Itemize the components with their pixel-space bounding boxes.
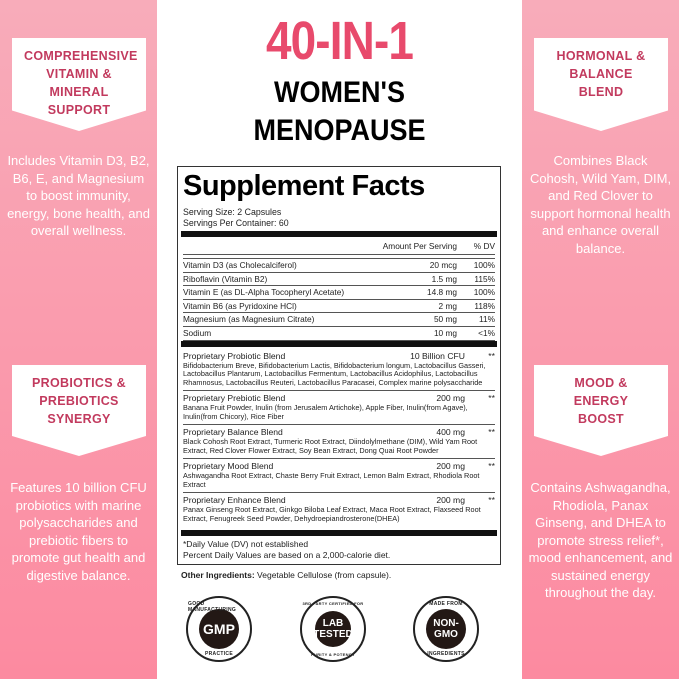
panel-text: Contains Ashwagandha, Rhodiola, Panax Gi… <box>528 480 673 600</box>
column-headers: Amount Per Serving % DV <box>183 239 495 255</box>
facts-heading: Supplement Facts <box>183 170 425 202</box>
blend-dv: ** <box>488 393 495 404</box>
panel-text: Includes Vitamin D3, B2, B6, E, and Magn… <box>7 153 150 238</box>
nutrient-row: Magnesium (as Magnesium Citrate) 50 mg 11% <box>183 313 495 327</box>
blend-name: Proprietary Mood Blend <box>183 461 274 472</box>
blend-ingredients: Banana Fruit Powder, Inulin (from Jerusa… <box>183 403 468 421</box>
blend-name: Proprietary Prebiotic Blend <box>183 393 286 404</box>
nutrient-name: Vitamin B6 (as Pyridoxine HCl) <box>183 300 297 311</box>
nutrient-name: Riboflavin (Vitamin B2) <box>183 273 268 284</box>
blend-amount: 400 mg <box>436 427 465 438</box>
seal-ring-text: INGREDIENTS <box>427 651 465 657</box>
nutrient-name: Magnesium (as Magnesium Citrate) <box>183 314 315 325</box>
blend-amount: 10 Billion CFU <box>410 350 465 361</box>
nutrient-dv: 100% <box>473 260 495 270</box>
gmp-seal: GOOD MANUFACTURING GMP PRACTICE <box>186 596 252 662</box>
nutrient-dv: 115% <box>474 273 495 284</box>
blend-amount: 200 mg <box>436 495 465 506</box>
col-dv: % DV <box>473 241 495 251</box>
other-ingredients: Other Ingredients: Vegetable Cellulose (… <box>181 570 391 580</box>
nutrient-row: Sodium 10 mg <1% <box>183 327 495 341</box>
seal-center: GMP <box>199 609 239 649</box>
right-panel: HORMONAL & BALANCE BLEND Combines Black … <box>522 0 679 679</box>
serving-size: Serving Size: 2 Capsules <box>183 207 282 217</box>
badge-hormonal: HORMONAL & BALANCE BLEND <box>534 38 668 131</box>
nutrient-amount: 50 mg <box>433 314 457 325</box>
nutrient-amount: 1.5 mg <box>431 273 457 284</box>
nutrient-row: Vitamin B6 (as Pyridoxine HCl) 2 mg 118% <box>183 300 495 314</box>
badge-heading: HORMONAL & BALANCE BLEND <box>556 49 646 99</box>
nutrient-amount: 2 mg <box>438 300 457 311</box>
blend-name: Proprietary Enhance Blend <box>183 495 286 506</box>
blend-amount: 200 mg <box>436 461 465 472</box>
nutrient-name: Vitamin E (as DL-Alpha Tocopheryl Acetat… <box>183 287 345 298</box>
badge-probiotics: PROBIOTICS & PREBIOTICS SYNERGY <box>12 365 146 456</box>
seal-ring-text: MADE FROM <box>429 601 463 607</box>
nutrient-dv: 118% <box>474 300 495 311</box>
blend-row: Proprietary Balance Blend 400 mg ** Black C… <box>183 425 495 460</box>
blend-ingredients: Black Cohosh Root Extract, Turmeric Root… <box>183 437 478 455</box>
seal-ring-text: GOOD MANUFACTURING <box>188 601 237 613</box>
blend-row: Proprietary Enhance Blend 200 mg ** Panax G… <box>183 493 495 526</box>
blend-dv: ** <box>488 495 495 506</box>
left-panel: COMPREHENSIVE VITAMIN & MINERAL SUPPORT … <box>0 0 157 679</box>
blend-dv: ** <box>488 350 495 361</box>
nutrient-name: Vitamin D3 (as Cholecalciferol) <box>183 260 297 270</box>
blend-name: Proprietary Probiotic Blend <box>183 350 286 361</box>
blend-ingredients: Panax Ginseng Root Extract, Ginkgo Bilob… <box>183 505 481 523</box>
nutrient-dv: 11% <box>479 314 495 325</box>
nutrient-name: Sodium <box>183 327 212 338</box>
nutrient-row: Riboflavin (Vitamin B2) 1.5 mg 115% <box>183 273 495 287</box>
divider <box>181 340 497 347</box>
badge-heading: COMPREHENSIVE VITAMIN & MINERAL SUPPORT <box>24 49 138 117</box>
blend-row: Proprietary Probiotic Blend 10 Billion CF… <box>183 349 495 392</box>
seal-ring-text: 3RD PARTY CERTIFIED FOR <box>302 601 364 606</box>
badge-heading: PROBIOTICS & PREBIOTICS SYNERGY <box>32 376 126 426</box>
non-gmo-seal: MADE FROM NON-GMO INGREDIENTS <box>413 596 479 662</box>
other-label: Other Ingredients: <box>181 570 255 580</box>
seal-ring-text: PRACTICE <box>205 651 233 657</box>
seal-center: LAB TESTED <box>313 611 353 647</box>
blend-ingredients: Ashwagandha Root Extract, Chaste Berry F… <box>183 471 480 489</box>
blend-dv: ** <box>488 427 495 438</box>
badge-mood-energy: MOOD & ENERGY BOOST <box>534 365 668 456</box>
nutrient-amount: 20 mcg <box>429 260 457 270</box>
footnote-dv: *Daily Value (DV) not established <box>183 539 309 550</box>
blend-name: Proprietary Balance Blend <box>183 427 283 438</box>
badge-heading: MOOD & ENERGY BOOST <box>573 376 629 426</box>
blend-dv: ** <box>488 461 495 472</box>
blend-row: Proprietary Mood Blend 200 mg ** Ashwagandh… <box>183 459 495 494</box>
nutrient-amount: 14.8 mg <box>427 287 457 298</box>
seal-ring-text: PURITY & POTENCY <box>311 652 355 657</box>
nutrient-row: Vitamin D3 (as Cholecalciferol) 20 mcg 100… <box>183 259 495 273</box>
footnote-calories: Percent Daily Values are based on a 2,00… <box>183 549 391 560</box>
title-womens: WOMEN'S <box>274 76 405 109</box>
lab-tested-seal: 3RD PARTY CERTIFIED FOR LAB TESTED PURITY … <box>300 596 366 662</box>
badge-vitamin-mineral: COMPREHENSIVE VITAMIN & MINERAL SUPPORT <box>12 38 146 131</box>
title-menopause: MENOPAUSE <box>253 114 426 147</box>
panel-text: Features 10 billion CFU probiotics with … <box>10 480 147 583</box>
blend-row: Proprietary Prebiotic Blend 200 mg ** Banan… <box>183 391 495 426</box>
panel-text: Combines Black Cohosh, Wild Yam, DIM, an… <box>529 153 672 256</box>
title-40-in-1: 40-IN-1 <box>265 11 414 71</box>
divider <box>181 530 497 537</box>
blend-ingredients: Bifidobacterium Breve, Bifidobacterium L… <box>183 360 486 387</box>
divider <box>181 231 497 237</box>
supplement-facts-panel: Supplement Facts Serving Size: 2 Capsule… <box>177 166 501 565</box>
blend-amount: 200 mg <box>436 393 465 404</box>
nutrient-dv: <1% <box>478 327 495 338</box>
other-value: Vegetable Cellulose (from capsule). <box>254 570 392 580</box>
col-amount: Amount Per Serving <box>382 241 457 251</box>
seal-center: NON-GMO <box>426 609 466 649</box>
nutrient-dv: 100% <box>473 287 495 298</box>
nutrient-row: Vitamin E (as DL-Alpha Tocopheryl Acetat… <box>183 286 495 300</box>
nutrient-amount: 10 mg <box>433 327 457 338</box>
servings-per-container: Servings Per Container: 60 <box>183 217 289 228</box>
